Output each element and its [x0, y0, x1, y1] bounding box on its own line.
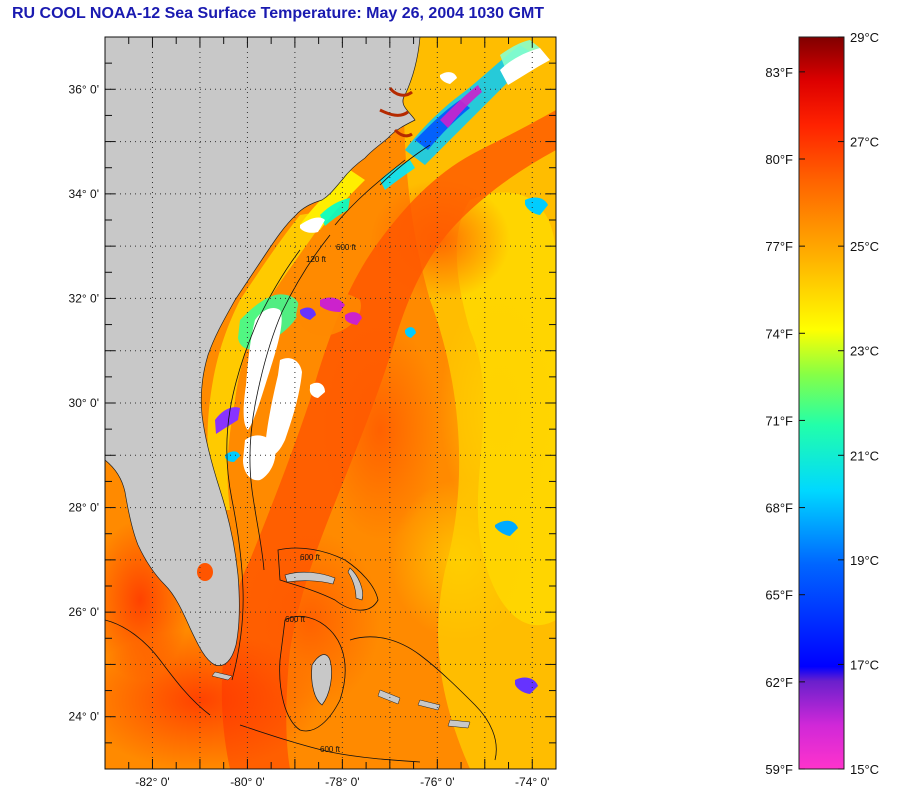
celsius-label: 27°C	[850, 135, 879, 150]
celsius-label: 29°C	[850, 30, 879, 45]
colorbar: 29°C 27°C 25°C 23°C 21°C 19°C 17°C 15°C 83°F 80°F…	[765, 30, 879, 777]
lat-tick-label: 28° 0'	[69, 501, 99, 515]
cold-water-patches	[215, 40, 548, 694]
colorbar-gradient	[798, 36, 845, 770]
fahrenheit-label: 68°F	[765, 501, 793, 516]
lon-tick-label: -76° 0'	[420, 775, 454, 789]
temperature-field	[105, 37, 556, 769]
lon-tick-label: -80° 0'	[230, 775, 264, 789]
florida-keys	[211, 671, 233, 681]
celsius-label: 21°C	[850, 448, 879, 463]
lon-tick-label: -78° 0'	[325, 775, 359, 789]
contour-label-4: 600 ft	[285, 615, 306, 624]
lon-tick-label: -74° 0'	[515, 775, 549, 789]
celsius-label: 19°C	[850, 553, 879, 568]
fahrenheit-label: 74°F	[765, 326, 793, 341]
fahrenheit-label: 80°F	[765, 152, 793, 167]
us-mainland	[105, 37, 421, 666]
contour-labels: 120 ft 600 ft 600 ft 600 ft 600 ft	[285, 243, 357, 754]
fahrenheit-label: 77°F	[765, 239, 793, 254]
lat-tick-label: 36° 0'	[69, 82, 99, 96]
contour-label-1: 120 ft	[306, 255, 327, 264]
lat-tick-label: 30° 0'	[69, 396, 99, 410]
map-axes: 36° 0' 34° 0' 32° 0' 30° 0' 28° 0' 26° 0' 24° …	[69, 36, 557, 789]
lat-tick-label: 34° 0'	[69, 187, 99, 201]
fahrenheit-label: 65°F	[765, 588, 793, 603]
colorbar-ticks: 29°C 27°C 25°C 23°C 21°C 19°C 17°C 15°C 83°F 80°F…	[765, 30, 879, 777]
bahamas-islands	[377, 689, 471, 729]
lat-tick-label: 24° 0'	[69, 710, 99, 724]
contour-label-5: 600 ft	[320, 745, 341, 754]
fahrenheit-label: 62°F	[765, 675, 793, 690]
lon-tick-label: -82° 0'	[135, 775, 169, 789]
fahrenheit-label: 59°F	[765, 762, 793, 777]
page-title: RU COOL NOAA-12 Sea Surface Temperature:…	[12, 5, 545, 22]
celsius-label: 15°C	[850, 762, 879, 777]
contour-label-3: 600 ft	[300, 553, 321, 562]
andros-island	[311, 654, 332, 706]
contour-label-2: 600 ft	[336, 243, 357, 252]
fahrenheit-label: 83°F	[765, 65, 793, 80]
celsius-label: 23°C	[850, 344, 879, 359]
lat-tick-label: 32° 0'	[69, 291, 99, 305]
lat-tick-label: 26° 0'	[69, 605, 99, 619]
land-masses	[105, 37, 471, 729]
celsius-label: 17°C	[850, 657, 879, 672]
celsius-label: 25°C	[850, 239, 879, 254]
fahrenheit-label: 71°F	[765, 413, 793, 428]
inlets	[379, 87, 413, 138]
abaco	[347, 567, 363, 601]
sst-map: 120 ft 600 ft 600 ft 600 ft 600 ft	[105, 37, 556, 769]
map-grid	[105, 37, 556, 769]
lake-okeechobee	[197, 563, 213, 581]
bathymetry-contours	[105, 144, 497, 763]
grand-bahama	[284, 571, 336, 585]
